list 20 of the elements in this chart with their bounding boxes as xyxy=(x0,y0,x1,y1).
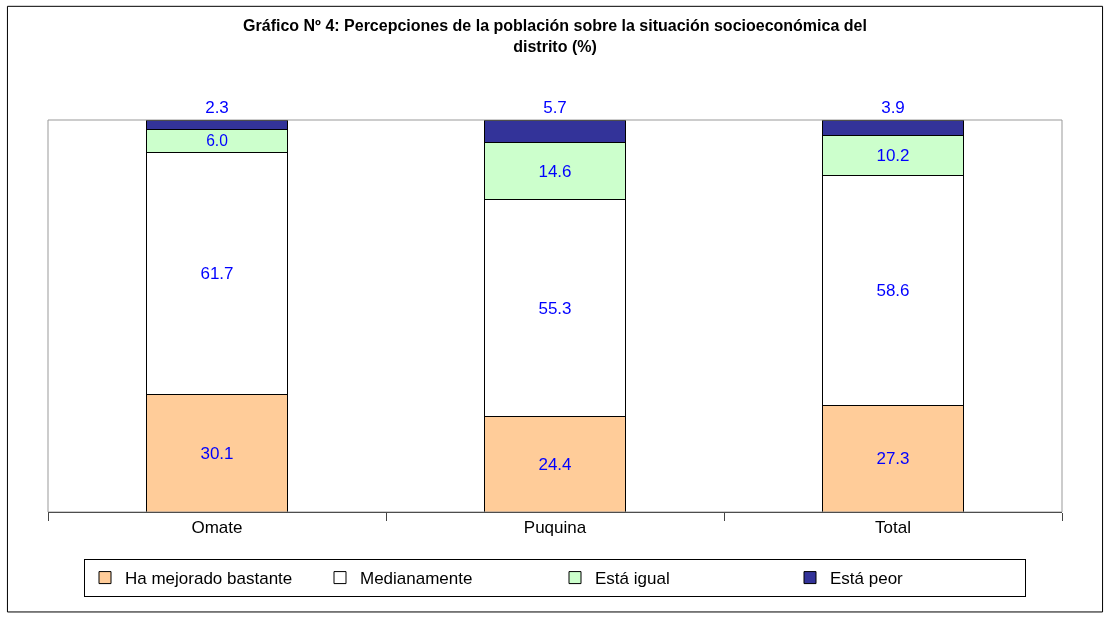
x-tick-label: Puquina xyxy=(523,518,587,538)
data-label: 61.7 xyxy=(200,263,234,283)
data-label: 3.9 xyxy=(881,98,905,118)
data-label: 27.3 xyxy=(876,449,910,469)
data-label: 5.7 xyxy=(543,98,567,118)
data-label: 10.2 xyxy=(876,146,910,166)
legend-label: Está igual xyxy=(595,569,670,589)
x-tick-label: Total xyxy=(875,518,911,538)
data-label: 24.4 xyxy=(538,454,572,474)
x-tick-label: Omate xyxy=(191,518,243,538)
chart-title: Gráfico Nº 4: Percepciones de la población sobre la situación socioeconómica del distrito (%) xyxy=(243,16,867,55)
legend-label: Medianamente xyxy=(360,569,473,589)
data-label: 2.3 xyxy=(205,98,229,117)
data-label: 55.3 xyxy=(538,298,572,318)
legend-label: Ha mejorado bastante xyxy=(125,569,293,589)
data-label: 58.6 xyxy=(876,280,910,300)
data-label: 6.0 xyxy=(206,131,229,149)
data-label: 14.6 xyxy=(538,161,572,181)
legend-label: Está peor xyxy=(830,569,904,589)
data-label: 30.1 xyxy=(200,443,234,463)
